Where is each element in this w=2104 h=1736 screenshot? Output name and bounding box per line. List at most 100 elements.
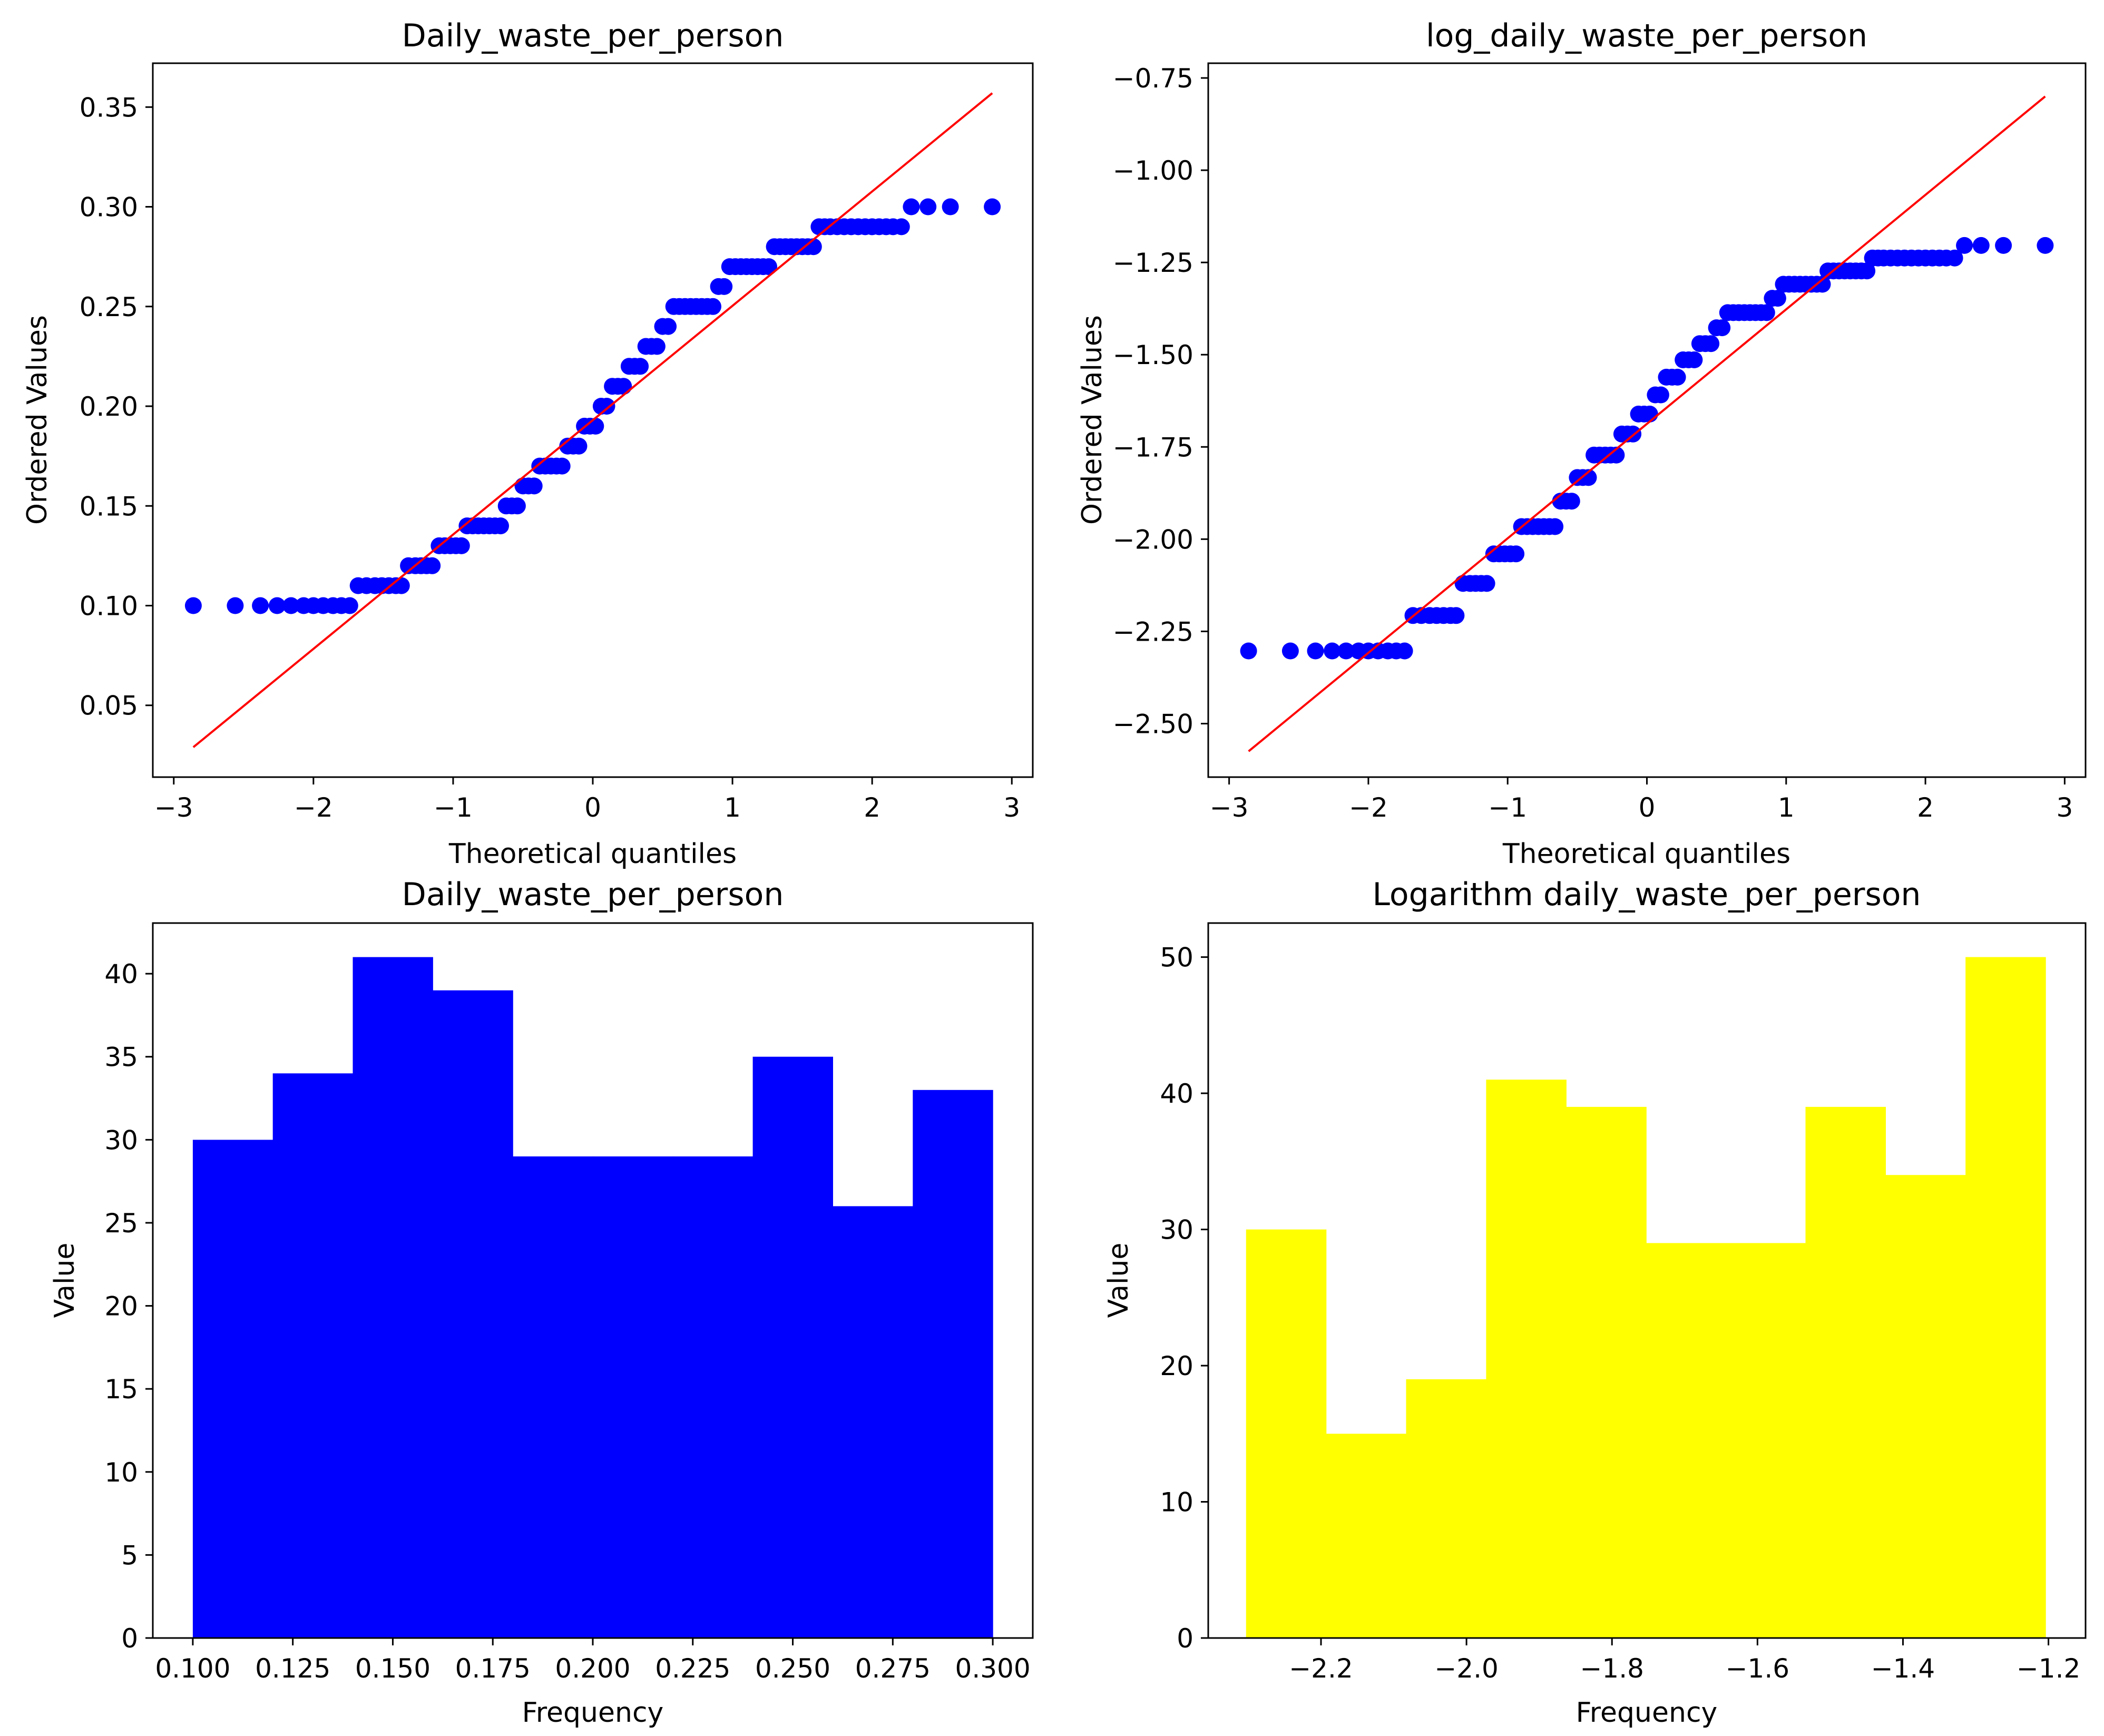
panel-3-bar-7 bbox=[752, 1056, 833, 1638]
panel-1-point-2 bbox=[252, 597, 269, 614]
panel-4-x-ticks: −2.2 −2.0 −1.8 −1.6 −1.4 −1.2 bbox=[1289, 1638, 2080, 1684]
panel-2-point-82 bbox=[1814, 276, 1831, 293]
panel-1-point-1 bbox=[227, 597, 244, 614]
panel-2-point-27 bbox=[1508, 545, 1525, 563]
panel-4-bar-4 bbox=[1566, 1106, 1647, 1638]
panel-3-y-tick-label-0: 0 bbox=[121, 1623, 138, 1654]
panel-1-point-0 bbox=[184, 597, 202, 614]
panel-3-frame bbox=[152, 922, 1034, 1639]
panel-2-point-64 bbox=[1714, 319, 1731, 337]
panel-1-point-22 bbox=[424, 557, 441, 574]
panel-4-y-tick-label-4: 40 bbox=[1160, 1078, 1193, 1109]
panel-1-point-53 bbox=[598, 398, 615, 415]
panel-2-point-45 bbox=[1608, 446, 1625, 464]
panel-3-y-tick-label-2: 10 bbox=[104, 1457, 138, 1488]
panel-1-point-82 bbox=[760, 258, 777, 276]
panel-2-point-22 bbox=[1478, 575, 1495, 592]
panel-4-bar-3 bbox=[1486, 1080, 1567, 1638]
panel-4-y-tick-label-0: 0 bbox=[1177, 1623, 1193, 1654]
panel-1-point-34 bbox=[492, 517, 509, 535]
panel-4-histogram: Logarithm daily_waste_per_person −2.2 −2.… bbox=[1103, 876, 2087, 1729]
panel-4-y-tick-label-1: 10 bbox=[1160, 1487, 1193, 1518]
panel-4-x-tick-label-2: −1.8 bbox=[1580, 1653, 1644, 1684]
panel-3-bar-9 bbox=[913, 1090, 993, 1638]
panel-4-x-tick-label-5: −1.2 bbox=[2017, 1653, 2080, 1684]
panel-3-y-tick-label-4: 20 bbox=[104, 1291, 138, 1322]
panel-4-x-tick-label-1: −2.0 bbox=[1434, 1653, 1498, 1684]
panel-2-x-tick-label-0: −3 bbox=[1210, 792, 1249, 823]
panel-4-x-tick-label-4: −1.4 bbox=[1871, 1653, 1935, 1684]
panel-3-y-ticks: 0 5 10 15 20 25 30 35 40 bbox=[104, 959, 153, 1654]
panel-1-point-72 bbox=[704, 298, 721, 315]
panel-2-point-53 bbox=[1652, 386, 1669, 404]
panel-2-y-tick-label-4: −1.50 bbox=[1113, 340, 1193, 370]
panel-3-y-tick-label-6: 30 bbox=[104, 1125, 138, 1155]
panel-3-x-tick-label-1: 0.125 bbox=[255, 1653, 330, 1684]
panel-4-bar-7 bbox=[1805, 1106, 1886, 1638]
panel-2-point-3 bbox=[1324, 642, 1341, 660]
panel-3-bars bbox=[192, 957, 993, 1638]
panel-2-fit-line-group bbox=[1248, 95, 2046, 752]
panel-1-point-62 bbox=[648, 338, 666, 355]
panel-2-point-51 bbox=[1641, 405, 1658, 423]
panel-1-point-27 bbox=[453, 537, 470, 554]
panel-1-y-tick-label-6: 0.35 bbox=[80, 92, 138, 123]
panel-3-y-axis-label: Value bbox=[49, 1243, 81, 1318]
panel-1-point-51 bbox=[587, 417, 604, 435]
panel-2-y-tick-label-6: −1.00 bbox=[1113, 155, 1193, 186]
panel-2-point-106 bbox=[1995, 237, 2012, 254]
panel-1-x-tick-label-4: 1 bbox=[724, 792, 741, 823]
panel-3-x-tick-label-5: 0.225 bbox=[655, 1653, 730, 1684]
panel-2-frame bbox=[1207, 62, 2087, 778]
panel-1-point-74 bbox=[716, 278, 733, 295]
panel-4-y-axis-label: Value bbox=[1103, 1243, 1134, 1318]
panel-4-y-tick-label-2: 20 bbox=[1160, 1351, 1193, 1381]
panel-4-y-tick-label-5: 50 bbox=[1160, 943, 1193, 973]
panel-4-frame bbox=[1207, 922, 2087, 1639]
panel-2-x-tick-label-3: 0 bbox=[1639, 792, 1656, 823]
panel-3-x-tick-label-4: 0.200 bbox=[555, 1653, 630, 1684]
panel-3-y-tick-label-1: 5 bbox=[121, 1540, 138, 1571]
panel-1-x-tick-label-0: −3 bbox=[154, 792, 193, 823]
panel-3-bar-2 bbox=[353, 957, 433, 1638]
panel-2-fit-line bbox=[1248, 95, 2046, 752]
panel-2-point-37 bbox=[1563, 493, 1580, 510]
panel-1-y-tick-label-0: 0.05 bbox=[80, 691, 138, 721]
panel-3-x-tick-label-3: 0.175 bbox=[455, 1653, 531, 1684]
panel-4-y-ticks: 0 10 20 30 40 50 bbox=[1160, 943, 1208, 1654]
panel-2-point-1 bbox=[1281, 642, 1299, 660]
panel-2-point-34 bbox=[1547, 518, 1564, 535]
panel-4-bar-6 bbox=[1725, 1243, 1806, 1638]
panel-2-point-105 bbox=[1972, 237, 1990, 254]
panel-2-point-2 bbox=[1307, 642, 1324, 660]
panel-2-point-10 bbox=[1396, 642, 1413, 660]
panel-2-point-90 bbox=[1858, 262, 1876, 280]
panel-3-y-tick-label-7: 35 bbox=[104, 1042, 138, 1073]
panel-1-point-103 bbox=[893, 218, 910, 236]
panel-3-bar-6 bbox=[672, 1156, 753, 1638]
panel-2-y-ticks: −2.50 −2.25 −2.00 −1.75 −1.50 −1.25 −1.00 −0.75 bbox=[1113, 63, 1208, 739]
panel-2-y-tick-label-5: −1.25 bbox=[1113, 248, 1193, 278]
panel-1-point-3 bbox=[268, 597, 286, 614]
panel-2-y-tick-label-7: −0.75 bbox=[1113, 63, 1193, 94]
panel-1-point-10 bbox=[341, 597, 358, 614]
panel-1-point-17 bbox=[393, 577, 410, 594]
panel-2-point-17 bbox=[1447, 607, 1465, 624]
panel-2-point-62 bbox=[1702, 335, 1720, 352]
panel-2-x-tick-label-5: 2 bbox=[1917, 792, 1934, 823]
panel-1-x-tick-label-1: −2 bbox=[294, 792, 333, 823]
panel-1-y-tick-label-4: 0.25 bbox=[80, 292, 138, 322]
panel-1-point-4 bbox=[282, 597, 300, 614]
panel-1-fit-line bbox=[192, 92, 993, 748]
panel-1-point-106 bbox=[942, 198, 959, 215]
panel-2-y-tick-label-3: −1.75 bbox=[1113, 432, 1193, 463]
panel-2-point-107 bbox=[2037, 237, 2054, 254]
panel-3-x-axis-label: Frequency bbox=[522, 1697, 664, 1729]
panel-2-point-0 bbox=[1240, 642, 1257, 660]
panel-4-title: Logarithm daily_waste_per_person bbox=[1373, 876, 1921, 913]
panel-1-x-tick-label-6: 3 bbox=[1003, 792, 1020, 823]
panel-1-point-37 bbox=[508, 497, 526, 515]
panel-4-bar-8 bbox=[1885, 1175, 1966, 1638]
panel-3-y-tick-label-5: 25 bbox=[104, 1208, 138, 1239]
panel-1-point-48 bbox=[570, 437, 588, 455]
